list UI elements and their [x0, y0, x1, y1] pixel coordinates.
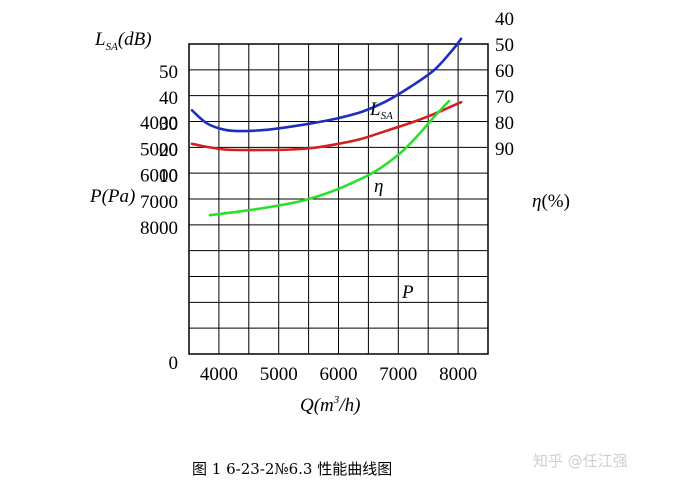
sound-tick-label: 50	[159, 62, 178, 83]
efficiency-tick-label: 50	[495, 35, 514, 56]
pressure-tick-label: 8000	[140, 218, 178, 239]
efficiency-curve-label: η	[374, 176, 383, 197]
watermark: 知乎 @任江强	[533, 452, 628, 470]
sound-axis-title: LSA(dB)	[94, 29, 152, 53]
efficiency-curve	[190, 37, 463, 133]
efficiency-tick-label: 40	[495, 9, 514, 30]
sound-axis-ticks: 10 20 30 40 50	[159, 62, 178, 187]
efficiency-axis-title: η(%)	[532, 191, 570, 212]
efficiency-tick-label: 60	[495, 61, 514, 82]
flow-tick-label: 4000	[200, 364, 238, 385]
pressure-curve-label: P	[401, 282, 414, 303]
pressure-axis-ticks: 0 4000 5000 6000 7000 8000	[140, 113, 178, 374]
flow-axis-ticks: 4000 5000 6000 7000 8000	[200, 364, 477, 385]
flow-tick-label: 6000	[320, 364, 358, 385]
flow-axis-title: Q(m3/h)	[300, 394, 360, 416]
pressure-tick-label: 5000	[140, 139, 178, 160]
pressure-tick-label: 0	[169, 353, 179, 374]
efficiency-tick-label: 70	[495, 87, 514, 108]
efficiency-axis-ticks: 90 80 70 60 50 40	[495, 9, 514, 160]
pressure-tick-label: 6000	[140, 166, 178, 187]
flow-tick-label: 7000	[379, 364, 417, 385]
flow-tick-label: 8000	[439, 364, 477, 385]
efficiency-tick-label: 80	[495, 113, 514, 134]
pressure-axis-title: P(Pa)	[89, 186, 135, 207]
series-layer	[190, 37, 463, 217]
efficiency-tick-label: 90	[495, 139, 514, 160]
pressure-tick-label: 4000	[140, 113, 178, 134]
figure-caption: 图 1 6-23-2№6.3 性能曲线图	[192, 460, 392, 478]
plot-grid	[189, 44, 488, 354]
flow-tick-label: 5000	[260, 364, 298, 385]
plot-frame	[188, 43, 489, 355]
sound-tick-label: 20	[159, 140, 178, 161]
sound-tick-label: 40	[159, 88, 178, 109]
sound-tick-label: 30	[159, 114, 178, 135]
sound-curve-label: LSA	[369, 99, 393, 122]
pressure-tick-label: 7000	[140, 192, 178, 213]
pressure-curve	[208, 99, 451, 217]
sound-level-curve	[190, 100, 463, 152]
sound-tick-label: 10	[159, 166, 178, 187]
